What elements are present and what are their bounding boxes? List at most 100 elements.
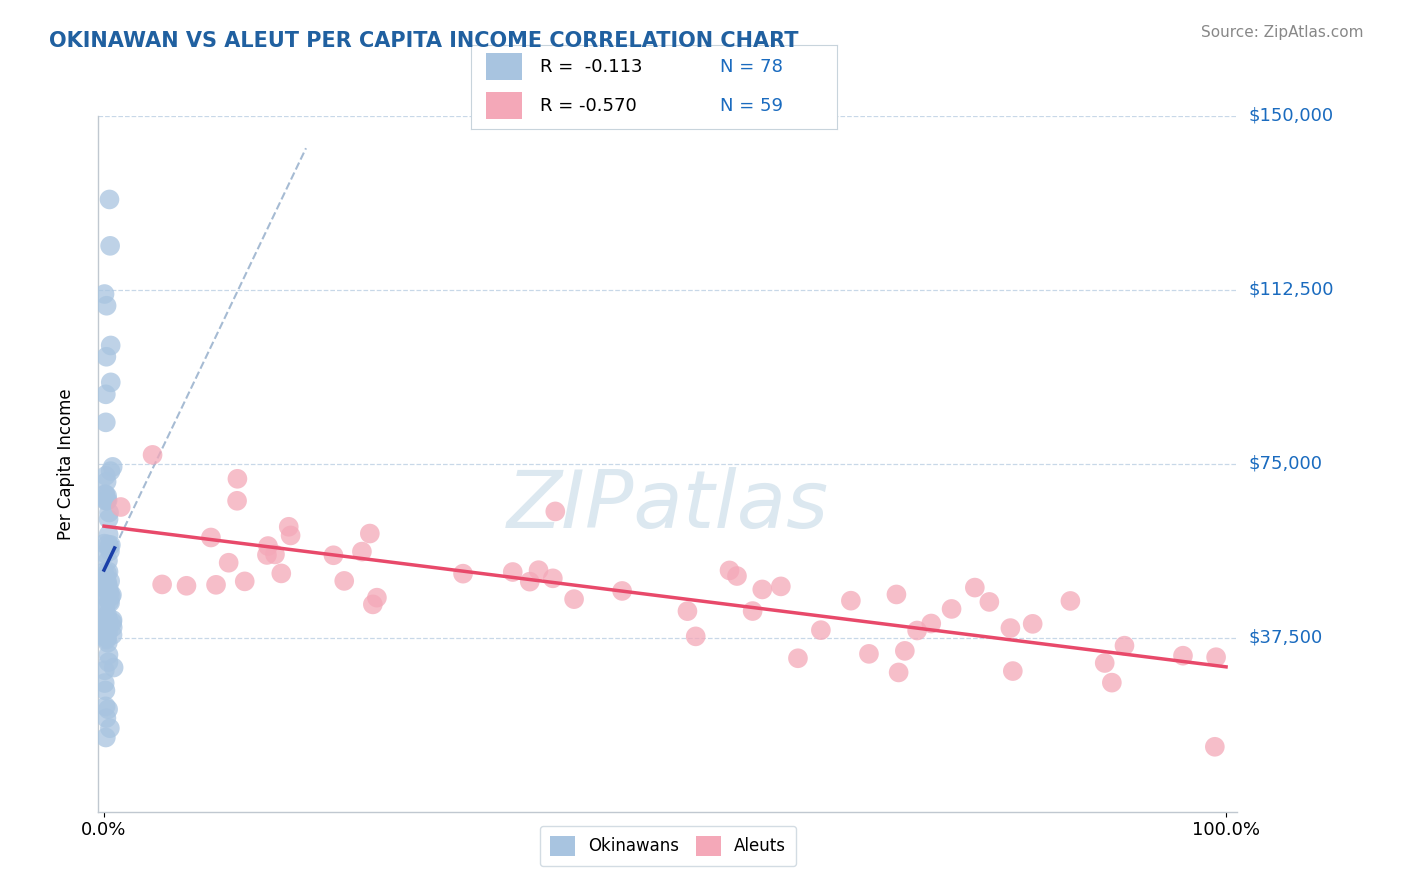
Point	[359, 526, 381, 541]
Point	[142, 448, 165, 462]
Point	[93, 565, 115, 579]
Point	[333, 574, 356, 588]
Point	[894, 644, 917, 658]
Point	[839, 593, 862, 607]
Point	[150, 577, 173, 591]
Point	[941, 602, 963, 616]
Point	[98, 594, 121, 608]
Point	[1171, 648, 1194, 663]
Point	[905, 624, 928, 638]
Point	[96, 607, 118, 622]
Point	[562, 592, 585, 607]
Point	[1205, 650, 1227, 665]
Point	[97, 527, 120, 541]
Point	[502, 565, 524, 579]
Text: Source: ZipAtlas.com: Source: ZipAtlas.com	[1201, 25, 1364, 40]
Point	[676, 604, 699, 618]
Point	[93, 612, 115, 626]
Point	[98, 544, 121, 558]
Point	[94, 571, 117, 585]
Point	[97, 581, 120, 595]
Point	[94, 578, 117, 592]
Point	[93, 600, 115, 615]
Point	[1114, 639, 1136, 653]
Point	[94, 683, 117, 698]
Bar	[485, 54, 522, 80]
Point	[96, 350, 118, 364]
Text: R =  -0.113: R = -0.113	[540, 58, 643, 76]
Point	[100, 590, 122, 604]
Point	[96, 489, 118, 503]
Point	[226, 493, 249, 508]
Point	[264, 548, 287, 562]
Point	[98, 586, 121, 600]
Point	[94, 468, 117, 483]
Point	[98, 506, 121, 520]
Point	[98, 574, 121, 588]
Point	[541, 571, 564, 585]
Point	[93, 287, 115, 301]
Point	[97, 493, 120, 508]
Point	[93, 536, 115, 550]
Point	[101, 628, 124, 642]
Point	[94, 493, 117, 508]
Point	[97, 512, 120, 526]
Text: $75,000: $75,000	[1249, 455, 1323, 473]
Point	[96, 632, 118, 647]
Point	[94, 699, 117, 714]
Point	[205, 578, 228, 592]
Point	[94, 663, 117, 677]
Point	[101, 620, 124, 634]
Point	[1000, 621, 1022, 635]
Bar	[485, 92, 522, 120]
Point	[96, 711, 118, 725]
Point	[96, 582, 118, 597]
Point	[886, 587, 908, 601]
Point	[98, 193, 121, 207]
Point	[94, 387, 117, 401]
Point	[751, 582, 773, 597]
Text: $150,000: $150,000	[1249, 107, 1333, 125]
Point	[98, 239, 121, 253]
Point	[322, 549, 344, 563]
Point	[257, 539, 280, 553]
Point	[858, 647, 880, 661]
Point	[97, 615, 120, 629]
Point	[1021, 616, 1043, 631]
Point	[769, 579, 792, 593]
Point	[97, 636, 120, 650]
Point	[94, 626, 117, 640]
Point	[527, 563, 550, 577]
Point	[1094, 656, 1116, 670]
Text: ZIPatlas: ZIPatlas	[506, 467, 830, 545]
Point	[519, 574, 541, 589]
Point	[93, 574, 115, 588]
Text: R = -0.570: R = -0.570	[540, 96, 637, 114]
Point	[979, 595, 1001, 609]
Text: OKINAWAN VS ALEUT PER CAPITA INCOME CORRELATION CHART: OKINAWAN VS ALEUT PER CAPITA INCOME CORR…	[49, 31, 799, 51]
Point	[110, 500, 132, 514]
Point	[741, 604, 763, 618]
Point	[94, 487, 117, 501]
Point	[451, 566, 474, 581]
Point	[96, 575, 118, 590]
Point	[350, 544, 373, 558]
Point	[226, 472, 249, 486]
Point	[97, 613, 120, 627]
Point	[100, 338, 122, 352]
Point	[544, 504, 567, 518]
Point	[176, 579, 198, 593]
Point	[94, 601, 117, 615]
Point	[94, 415, 117, 429]
Point	[94, 547, 117, 561]
Point	[270, 566, 292, 581]
Point	[361, 598, 384, 612]
Point	[96, 566, 118, 580]
Point	[725, 569, 748, 583]
Text: $37,500: $37,500	[1249, 629, 1323, 647]
Point	[98, 721, 121, 735]
Point	[200, 531, 222, 545]
Point	[101, 588, 124, 602]
Point	[218, 556, 240, 570]
Point	[98, 539, 121, 553]
